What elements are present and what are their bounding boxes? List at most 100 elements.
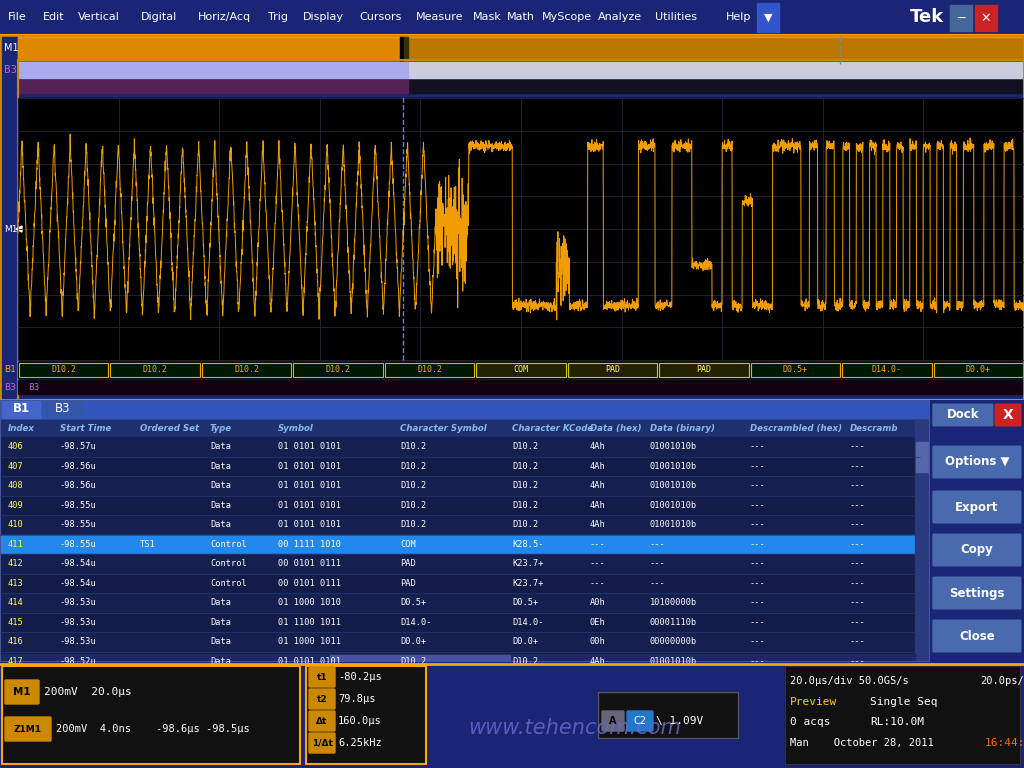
FancyBboxPatch shape (309, 689, 335, 709)
Text: M1: M1 (13, 687, 31, 697)
Bar (659, 363, 749, 377)
Text: 00 1111 1010: 00 1111 1010 (278, 540, 341, 549)
Text: ---: --- (850, 442, 865, 452)
Bar (0, 456, 920, 476)
Text: 408: 408 (8, 482, 24, 490)
Text: Horiz/Acq: Horiz/Acq (198, 12, 251, 22)
Text: D10.2: D10.2 (512, 442, 539, 452)
Text: 200mV  4.0ns    -98.6μs -98.5μs: 200mV 4.0ns -98.6μs -98.5μs (56, 724, 250, 734)
Bar (751, 363, 840, 377)
Text: D10.2: D10.2 (417, 366, 442, 375)
Text: 01 0101 0101: 01 0101 0101 (278, 520, 341, 529)
Text: 00 0101 0111: 00 0101 0111 (278, 559, 341, 568)
Text: -98.53u: -98.53u (60, 637, 96, 646)
Text: Data: Data (210, 501, 231, 510)
Text: 1/Δt: 1/Δt (311, 739, 333, 747)
Bar (0, 613, 920, 632)
Text: Display: Display (303, 12, 344, 22)
Text: -98.55u: -98.55u (60, 501, 96, 510)
FancyBboxPatch shape (932, 491, 1022, 524)
Bar (598, 692, 738, 738)
Text: D10.2: D10.2 (512, 501, 539, 510)
Text: 406: 406 (8, 442, 24, 452)
Text: 200mV  20.0μs: 200mV 20.0μs (44, 687, 132, 697)
Text: 01 0101 0101: 01 0101 0101 (278, 482, 341, 490)
Text: B3: B3 (4, 382, 16, 392)
Text: PAD: PAD (696, 366, 712, 375)
Text: D14.0-: D14.0- (512, 617, 544, 627)
Text: ---: --- (590, 540, 605, 549)
Bar (0, 400, 930, 420)
Text: Data: Data (210, 442, 231, 452)
Text: ---: --- (850, 579, 865, 588)
Text: B3: B3 (4, 65, 16, 75)
Bar (659, 363, 749, 377)
Bar (18, 98, 1024, 360)
FancyBboxPatch shape (994, 403, 1022, 426)
Text: ─: ─ (957, 12, 965, 25)
Text: Trig: Trig (268, 12, 289, 22)
Bar (18, 362, 1024, 378)
Text: Vertical: Vertical (78, 12, 120, 22)
Text: File: File (8, 12, 27, 22)
Text: 160.0μs: 160.0μs (338, 716, 382, 726)
Text: -98.55u: -98.55u (60, 520, 96, 529)
Text: Single Seq: Single Seq (870, 697, 938, 707)
Text: \ 1.09V: \ 1.09V (656, 716, 703, 726)
Text: D10.2: D10.2 (400, 462, 426, 471)
Text: 415: 415 (8, 617, 24, 627)
Text: Δt: Δt (316, 717, 328, 726)
Bar (0, 593, 920, 613)
Text: Data: Data (210, 637, 231, 646)
Text: Cursors: Cursors (359, 12, 402, 22)
Text: ✕: ✕ (981, 12, 991, 25)
Text: -80.2μs: -80.2μs (338, 672, 382, 682)
FancyBboxPatch shape (627, 711, 653, 731)
Bar (950, 5, 972, 31)
Text: D10.2: D10.2 (234, 366, 259, 375)
Text: COM: COM (513, 366, 528, 375)
Text: ---: --- (590, 559, 605, 568)
Text: D10.2: D10.2 (142, 366, 168, 375)
Text: D10.2: D10.2 (400, 501, 426, 510)
Text: Math: Math (507, 12, 536, 22)
Text: 79.8μs: 79.8μs (338, 694, 376, 704)
Bar (975, 5, 997, 31)
Text: ---: --- (750, 598, 766, 607)
Text: 01001010b: 01001010b (650, 501, 697, 510)
Text: Descrambled (hex): Descrambled (hex) (750, 424, 842, 433)
Text: 01001010b: 01001010b (650, 462, 697, 471)
Text: 00001110b: 00001110b (650, 617, 697, 627)
Bar (0, 632, 920, 651)
FancyBboxPatch shape (5, 717, 51, 741)
Text: ---: --- (850, 617, 865, 627)
Text: D10.2: D10.2 (400, 442, 426, 452)
Text: D0.0+: D0.0+ (966, 366, 991, 375)
Bar (0, 651, 920, 671)
Text: D10.2: D10.2 (326, 366, 350, 375)
Text: K28.5-: K28.5- (512, 540, 544, 549)
Text: -98.55u: -98.55u (60, 540, 96, 549)
Text: Data: Data (210, 482, 231, 490)
Text: -98.57u: -98.57u (60, 442, 96, 452)
Bar (293, 363, 383, 377)
Text: ---: --- (750, 617, 766, 627)
Text: 4Ah: 4Ah (590, 520, 605, 529)
Bar (0, 574, 920, 593)
Bar (18, 38, 408, 58)
FancyBboxPatch shape (932, 534, 1022, 567)
Text: ---: --- (850, 482, 865, 490)
Text: 01001010b: 01001010b (650, 482, 697, 490)
Text: D0.0+: D0.0+ (512, 637, 539, 646)
Text: 4Ah: 4Ah (590, 501, 605, 510)
Text: 01 0101 0101: 01 0101 0101 (278, 657, 341, 666)
Text: D10.2: D10.2 (51, 366, 76, 375)
Text: D10.2: D10.2 (400, 482, 426, 490)
Text: 01001010b: 01001010b (650, 657, 697, 666)
Text: Data (hex): Data (hex) (590, 424, 641, 433)
Text: Index: Index (8, 424, 35, 433)
Bar (404, 34, 408, 64)
Text: ---: --- (850, 501, 865, 510)
Text: ---: --- (850, 598, 865, 607)
Bar (785, 666, 1020, 764)
